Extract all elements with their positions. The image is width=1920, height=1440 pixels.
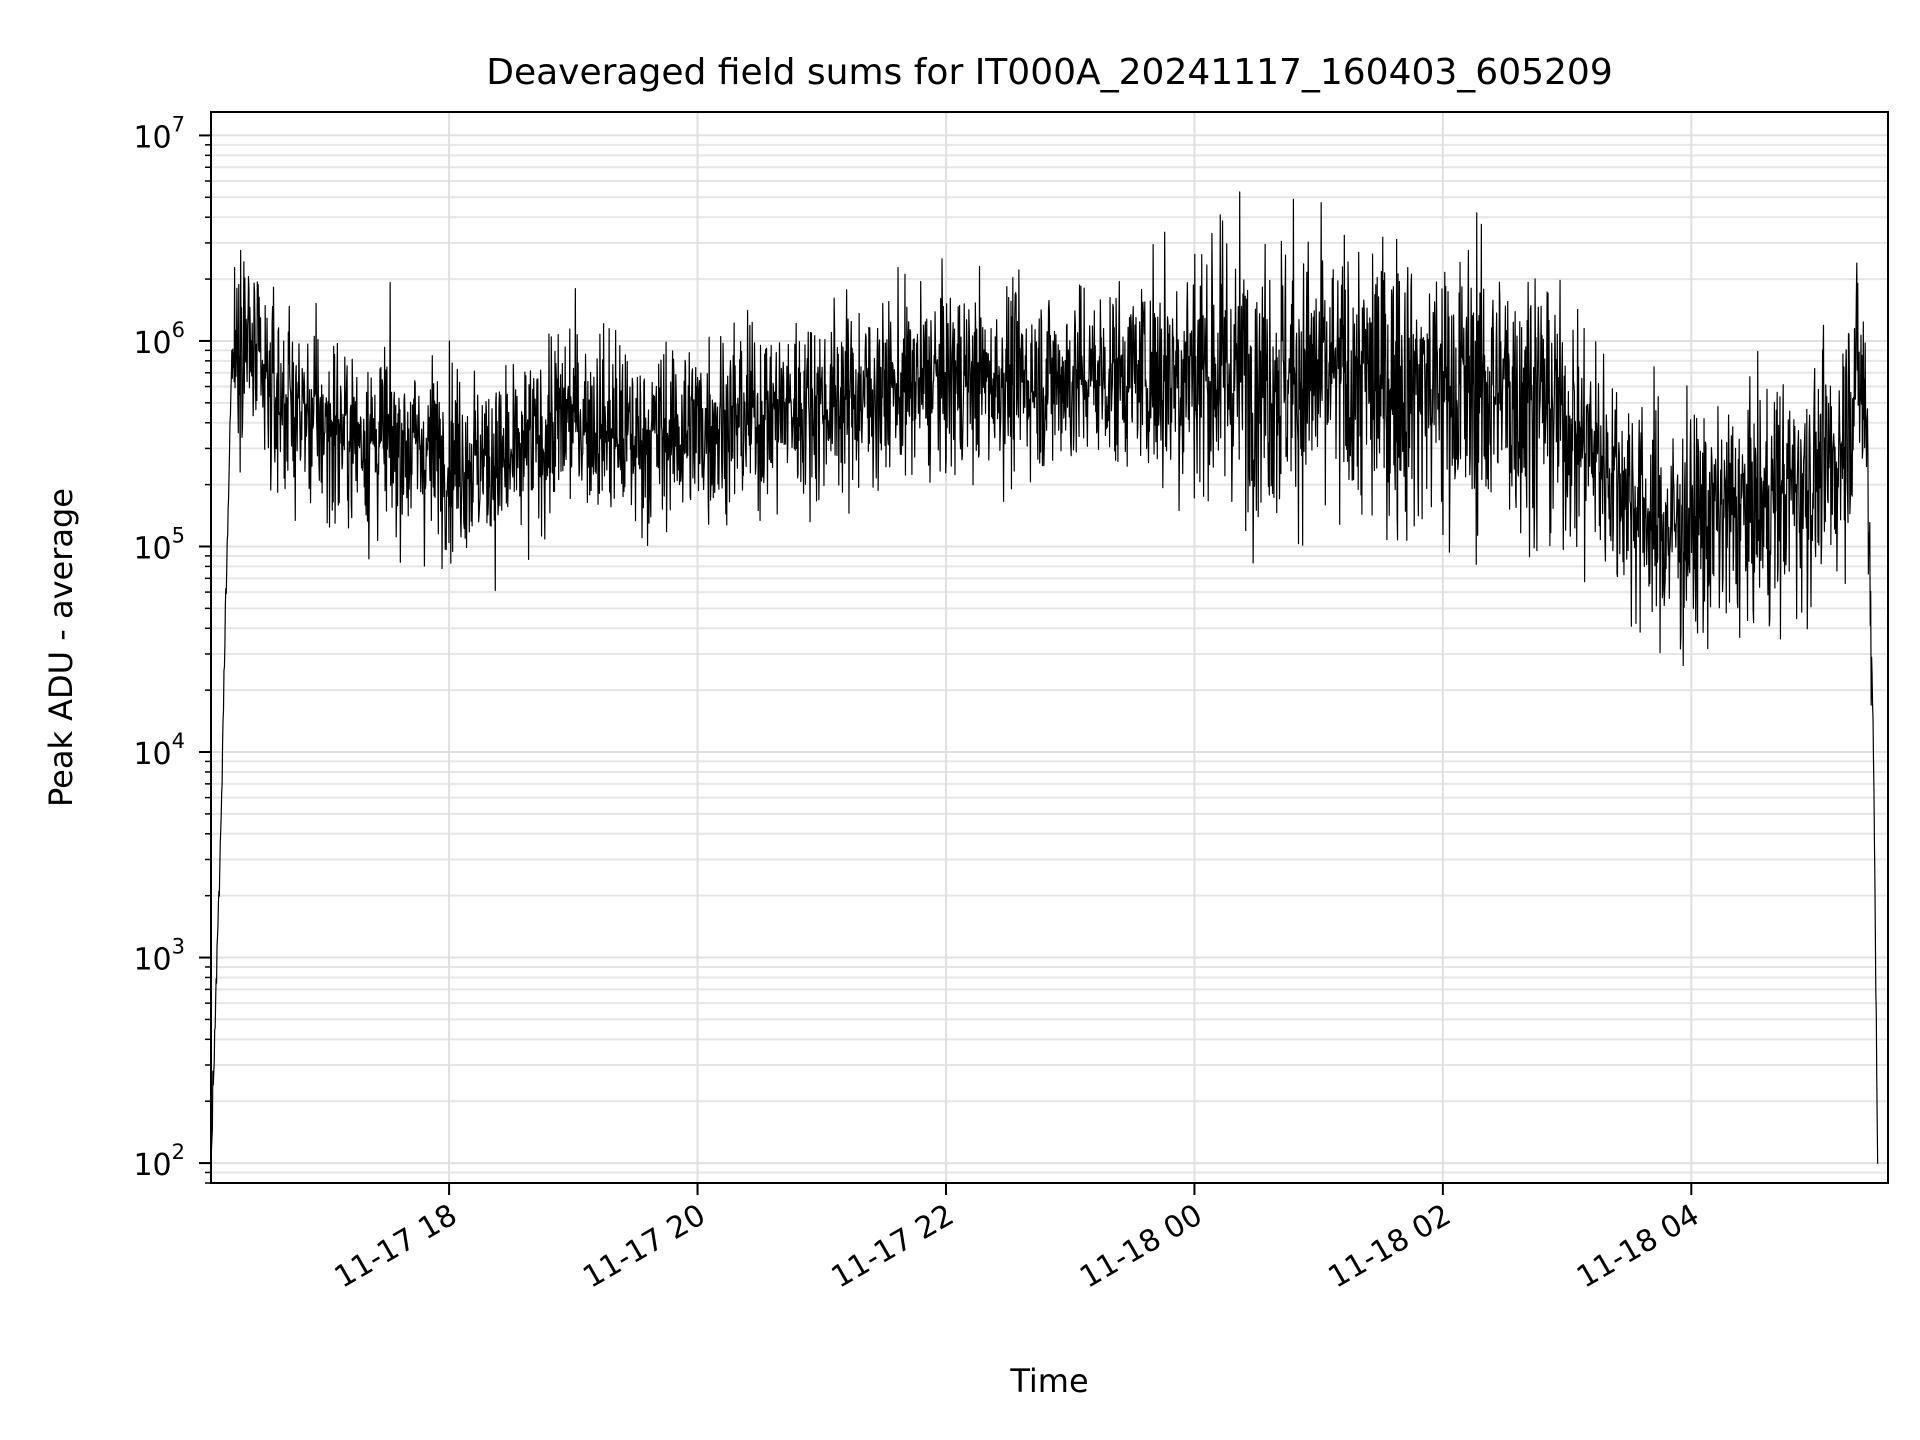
- y-axis-label: Peak ADU - average: [42, 488, 80, 807]
- y-tick-label: 107: [133, 112, 185, 155]
- y-tick-label: 103: [133, 935, 185, 978]
- series-line: [210, 191, 1879, 1164]
- x-axis-label: Time: [1009, 1362, 1088, 1400]
- major-gridlines: [211, 112, 1888, 1183]
- plot-frame: [210, 111, 1889, 1184]
- y-tick-label: 104: [133, 729, 185, 772]
- chart-title: Deaveraged field sums for IT000A_2024111…: [486, 52, 1612, 93]
- y-tick-label: 106: [133, 318, 185, 361]
- series-line-path: [210, 191, 1879, 1164]
- y-tick-label: 102: [133, 1140, 185, 1183]
- y-axis-ticks: 102 103 104 105 106 107: [133, 112, 211, 1184]
- minor-gridlines: [211, 143, 1888, 1184]
- y-tick-label: 105: [133, 523, 185, 566]
